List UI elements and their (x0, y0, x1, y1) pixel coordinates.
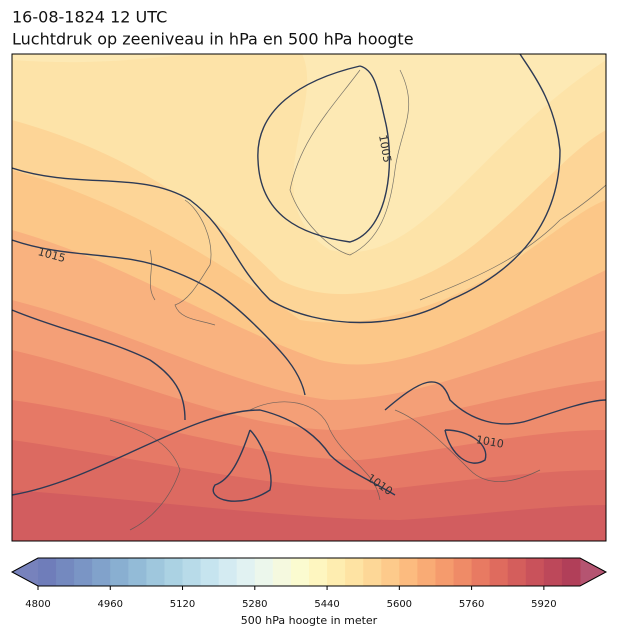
colorbar-cell (38, 558, 57, 586)
colorbar-cell (272, 558, 292, 586)
colorbar-cell (164, 558, 184, 586)
colorbar-tick-label: 5760 (459, 599, 484, 610)
title: Luchtdruk op zeeniveau in hPa en 500 hPa… (12, 30, 414, 49)
colorbar-cell (489, 558, 509, 586)
colorbar-outline (10, 557, 608, 587)
map-frame (11, 53, 607, 542)
colorbar-cell (182, 558, 202, 586)
colorbar-cell (381, 558, 400, 586)
colorbar-extend-high (580, 558, 606, 586)
colorbar-extend-low (12, 558, 38, 586)
colorbar-cell (417, 558, 436, 586)
colorbar-cell (561, 558, 581, 586)
colorbar-cell (453, 558, 473, 586)
colorbar-cell (327, 558, 346, 586)
colorbar-cell (435, 558, 455, 586)
colorbar-cell (56, 558, 75, 586)
colorbar-cell (218, 558, 238, 586)
colorbar-cell (507, 558, 527, 586)
colorbar-cell (236, 558, 256, 586)
colorbar-cell (290, 558, 310, 586)
colorbar-tick-label: 4960 (98, 599, 123, 610)
colorbar-tick-label: 5280 (242, 599, 267, 610)
colorbar-cell (128, 558, 147, 586)
contour-label: 1010 (475, 433, 505, 451)
colorbar-cell (309, 558, 328, 586)
colorbar-cell (363, 558, 382, 586)
colorbar-tick-label: 5120 (170, 599, 195, 610)
date: 16-08-1824 12 UTC (12, 8, 167, 27)
colorbar-cell (471, 558, 491, 586)
colorbar-cell (146, 558, 165, 586)
colorbar-cell (74, 558, 93, 586)
map: 1005 1015 1010 1010 (12, 54, 606, 541)
colorbar-cell (92, 558, 111, 586)
colorbar-cell (525, 558, 545, 586)
colorbar-cell (399, 558, 418, 586)
colorbar-cell (200, 558, 220, 586)
colorbar-tick-label: 5600 (387, 599, 412, 610)
colorbar-cell (345, 558, 364, 586)
colorbar-tick-label: 5440 (314, 599, 339, 610)
contour-label: 1005 (376, 134, 394, 164)
colorbar-cell (254, 558, 274, 586)
colorbar-cell (110, 558, 129, 586)
colorbar-label: 500 hPa hoogte in meter (241, 614, 378, 627)
colorbar-cell (543, 558, 563, 586)
colorbar: 4800 4960 5120 5280 5440 5600 5760 5920 (10, 557, 608, 610)
colorbar-tick-label: 5920 (531, 599, 556, 610)
colorbar-tick-label: 4800 (25, 599, 50, 610)
